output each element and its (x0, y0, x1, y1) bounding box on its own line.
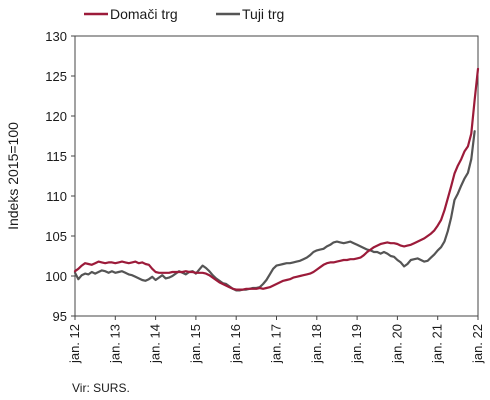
x-tick-label: jan. 13 (107, 324, 122, 364)
source-note: Vir: SURS. (72, 381, 130, 395)
x-tick-label: jan. 14 (148, 324, 163, 364)
x-tick-label: jan. 21 (430, 324, 445, 364)
y-tick-label: 115 (46, 149, 67, 164)
series-line-domaci-trg (73, 67, 480, 291)
x-axis-ticks: jan. 12 jan. 13 jan. 14 jan. 15 jan. 16 jan. … (67, 316, 485, 364)
x-tick-label: jan. 17 (269, 324, 284, 364)
legend-label-domaci-trg: Domači trg (110, 6, 178, 22)
y-tick-label: 120 (45, 109, 67, 124)
x-tick-label: jan. 15 (188, 324, 203, 364)
y-axis-ticks: 95 100 105 110 115 120 125 130 (45, 29, 75, 324)
legend-label-tuji-trg: Tuji trg (242, 6, 284, 22)
x-tick-label: jan. 12 (67, 324, 82, 364)
x-tick-label: jan. 22 (470, 324, 485, 364)
legend: Domači trg Tuji trg (84, 6, 284, 22)
x-tick-label: jan. 16 (228, 324, 243, 364)
x-tick-label: jan. 20 (389, 324, 404, 364)
y-tick-label: 95 (53, 309, 67, 324)
y-tick-label: 100 (45, 269, 67, 284)
plot-frame (74, 35, 479, 317)
series-lines (73, 67, 480, 292)
x-tick-label: jan. 18 (309, 324, 324, 364)
y-tick-label: 105 (45, 229, 67, 244)
series-line-tuji-trg (73, 130, 476, 292)
y-axis-title: Indeks 2015=100 (5, 122, 21, 230)
y-tick-label: 110 (46, 189, 67, 204)
y-tick-label: 125 (45, 69, 67, 84)
y-tick-label: 130 (45, 29, 67, 44)
x-tick-label: jan. 19 (349, 324, 364, 364)
